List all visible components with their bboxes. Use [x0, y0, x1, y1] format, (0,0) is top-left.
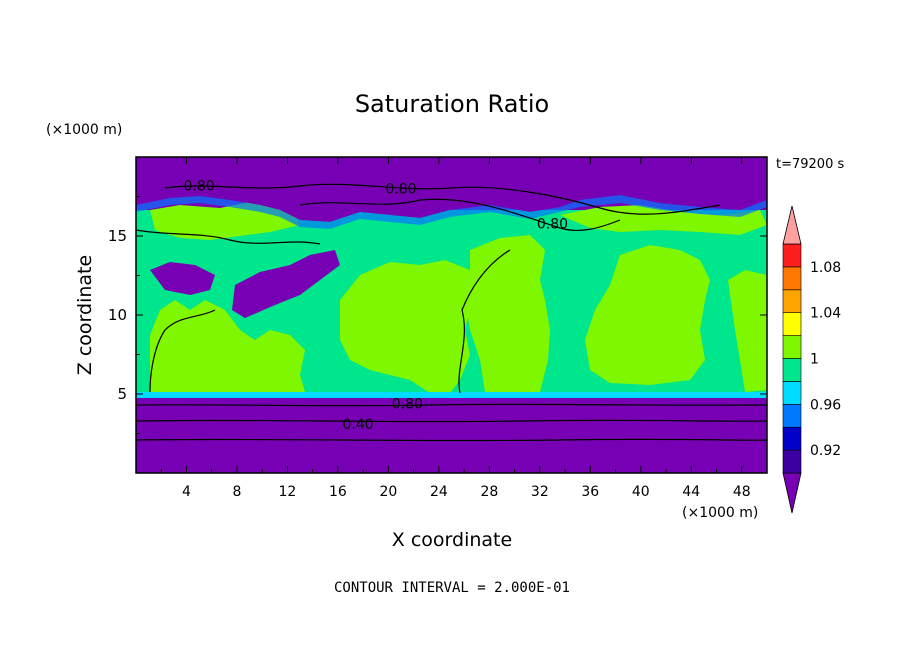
contour-line-mid-2: [149, 309, 216, 393]
contour-label: 0.80: [385, 182, 416, 198]
x-axis-title: X coordinate: [392, 529, 512, 551]
y-unit-label: (×1000 m): [46, 122, 122, 138]
field-green-center: [340, 260, 480, 393]
x-tick-label: 28: [480, 484, 498, 500]
colorbar-swatch: [782, 403, 802, 428]
colorbar-label: 0.92: [810, 443, 841, 459]
chart-title: Saturation Ratio: [355, 90, 549, 118]
x-tick-label: 20: [379, 484, 397, 500]
x-tick-label: 16: [329, 484, 347, 500]
field-green-right: [585, 245, 710, 385]
colorbar-swatch: [782, 266, 802, 291]
y-axis-ticks: 5 10 15: [108, 196, 767, 434]
field-dry-pocket-left: [150, 262, 215, 295]
contour-labels: 0.40 0.80 0.80 0.80 0.80: [184, 178, 569, 433]
x-tick-label: 44: [682, 484, 700, 500]
contour-line-mid-1: [136, 229, 321, 245]
contour-interval-footer: CONTOUR INTERVAL = 2.000E-01: [334, 580, 570, 596]
y-axis-title: Z coordinate: [74, 255, 96, 375]
contour-line-0.80-upper: [299, 198, 621, 232]
contour-label: 0.80: [392, 396, 423, 412]
contour-lines: [136, 183, 767, 442]
x-tick-label: 8: [232, 484, 241, 500]
field-dry-upper-band: [136, 157, 767, 222]
colorbar-swatch: [782, 289, 802, 313]
time-label: t=79200 s: [776, 157, 844, 172]
colorbar-swatch: [782, 243, 802, 268]
field-dry-pocket-center-left: [232, 250, 340, 318]
colorbar-label: 0.96: [810, 397, 841, 413]
contour-line-0.80-low: [136, 403, 767, 407]
x-tick-label: 4: [182, 484, 191, 500]
colorbar: 0.92 0.96 1 1.04 1.08: [782, 205, 841, 514]
field-lower-dry: [136, 398, 767, 473]
field-green-center-right: [465, 235, 550, 392]
x-tick-label: 48: [733, 484, 751, 500]
colorbar-swatch: [782, 426, 802, 451]
contour-label: 0.80: [184, 178, 215, 194]
colorbar-swatch: [782, 381, 802, 405]
colorbar-label: 1.04: [810, 306, 841, 322]
contour-label: 0.40: [343, 417, 374, 433]
colorbar-swatch: [782, 449, 802, 474]
x-tick-label: 32: [531, 484, 549, 500]
field-green-left: [150, 300, 305, 392]
y-tick-label: 10: [108, 306, 127, 324]
colorbar-label: 1: [810, 352, 819, 368]
x-axis-ticks: 4 8 12 16 20 24 28 32 36 40 44 48: [160, 157, 751, 500]
colorbar-label: 1.08: [810, 260, 841, 276]
colorbar-lower-arrow: [782, 472, 802, 514]
x-tick-label: 36: [581, 484, 599, 500]
colorbar-swatch: [782, 312, 802, 336]
x-unit-label: (×1000 m): [682, 505, 758, 521]
colorbar-swatch: [782, 335, 802, 359]
colorbar-swatch: [782, 358, 802, 382]
y-tick-label: 5: [117, 385, 127, 403]
field-green-far-right: [728, 270, 767, 392]
contour-line-0.80-top: [164, 183, 721, 215]
field-blue-fringe-top: [136, 195, 767, 229]
field-lower-moist-edge: [136, 392, 767, 398]
x-tick-label: 40: [632, 484, 650, 500]
field-green-top-right: [560, 205, 767, 235]
contour-line-0.40: [136, 419, 767, 423]
x-tick-label: 12: [279, 484, 297, 500]
heatmap-field: [136, 157, 767, 473]
x-tick-label: 24: [430, 484, 448, 500]
colorbar-upper-arrow: [782, 205, 802, 245]
contour-line-0.60: [136, 438, 767, 442]
y-tick-label: 15: [108, 227, 127, 245]
contour-line-mid-3: [458, 249, 511, 394]
contour-label: 0.80: [537, 216, 568, 232]
